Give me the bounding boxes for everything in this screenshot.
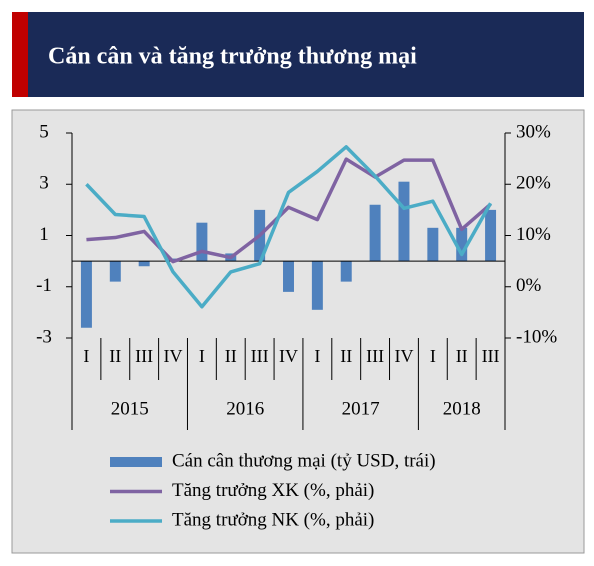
x-tick-label: III bbox=[482, 346, 500, 366]
header-band bbox=[12, 12, 584, 97]
y-tick-label: 3 bbox=[39, 173, 49, 194]
y2-tick-label: -10% bbox=[516, 326, 557, 347]
x-group-label: 2016 bbox=[226, 398, 264, 419]
x-tick-label: IV bbox=[279, 346, 298, 366]
x-tick-label: IV bbox=[394, 346, 413, 366]
bar bbox=[80, 261, 92, 328]
legend-swatch bbox=[110, 457, 162, 467]
x-tick-label: II bbox=[109, 346, 121, 366]
bar bbox=[340, 261, 352, 282]
x-tick-label: III bbox=[135, 346, 153, 366]
bar bbox=[109, 261, 121, 282]
legend-label: Tăng trưởng XK (%, phải) bbox=[172, 480, 374, 501]
x-group-label: 2017 bbox=[342, 398, 380, 419]
y-tick-label: -3 bbox=[36, 326, 52, 347]
x-group-label: 2015 bbox=[111, 398, 149, 419]
y2-tick-label: 0% bbox=[516, 275, 542, 296]
header-accent bbox=[12, 12, 28, 97]
y2-tick-label: 10% bbox=[516, 224, 551, 245]
bar bbox=[283, 261, 294, 292]
bar bbox=[196, 222, 208, 262]
x-tick-label: III bbox=[366, 346, 384, 366]
x-tick-label: I bbox=[199, 346, 205, 366]
x-tick-label: II bbox=[456, 346, 468, 366]
x-tick-label: I bbox=[430, 346, 436, 366]
bar bbox=[427, 227, 439, 262]
line-series bbox=[85, 145, 493, 309]
legend-label: Cán cân thương mại (tỷ USD, trái) bbox=[172, 450, 436, 471]
legend-label: Tăng trưởng NK (%, phải) bbox=[172, 509, 374, 530]
bar bbox=[485, 209, 497, 262]
bar bbox=[456, 227, 468, 262]
x-tick-label: III bbox=[251, 346, 269, 366]
x-group-label: 2018 bbox=[443, 398, 481, 419]
x-tick-label: I bbox=[314, 346, 320, 366]
x-tick-label: I bbox=[83, 346, 89, 366]
bar bbox=[138, 261, 150, 267]
bar bbox=[369, 204, 381, 262]
y-tick-label: 5 bbox=[39, 121, 49, 142]
y-tick-label: 1 bbox=[39, 224, 49, 245]
x-tick-label: IV bbox=[164, 346, 183, 366]
line-series bbox=[86, 157, 492, 264]
y-tick-label: -1 bbox=[36, 275, 52, 296]
x-tick-label: II bbox=[340, 346, 352, 366]
bar bbox=[311, 261, 323, 310]
bar bbox=[398, 181, 410, 262]
y2-tick-label: 30% bbox=[516, 121, 551, 142]
y2-tick-label: 20% bbox=[516, 173, 551, 194]
x-tick-label: II bbox=[225, 346, 237, 366]
chart-title: Cán cân và tăng trưởng thương mại bbox=[48, 44, 417, 70]
